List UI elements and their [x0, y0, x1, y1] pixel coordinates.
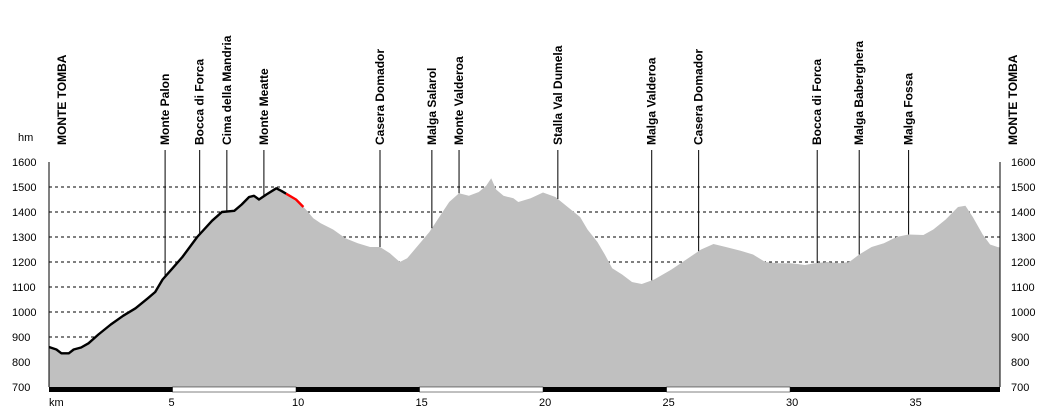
y-tick-label-right: 800	[1011, 357, 1029, 369]
axes: 700 700 800 800 900 900 1000 1000 1100 1100 1200 12…	[12, 157, 1035, 409]
elevation-line	[48, 187, 305, 355]
waypoint-label: MONTE TOMBA	[55, 54, 69, 145]
waypoint-label: Casera Domador	[692, 49, 706, 145]
x-tick-label: 35	[910, 397, 922, 409]
y-tick-label-right: 900	[1011, 332, 1029, 344]
waypoint-label: Stalla Val Dumela	[551, 45, 565, 145]
x-tick-label: 15	[416, 397, 428, 409]
y-tick-label-left: 1500	[12, 182, 36, 194]
y-tick-label-left: 1400	[12, 207, 36, 219]
x-axis-band	[172, 386, 297, 393]
y-tick-label-left: 1200	[12, 257, 36, 269]
y-tick-label-right: 1300	[1011, 232, 1035, 244]
y-tick-label-right: 700	[1011, 382, 1029, 394]
profile-segment-red	[285, 192, 305, 208]
y-axis-unit-left: hm	[18, 132, 33, 144]
x-axis-band	[666, 386, 791, 393]
profile-segment-black	[48, 187, 287, 355]
waypoint-label: Malga Fossa	[902, 73, 916, 145]
y-tick-label-left: 1600	[12, 157, 36, 169]
waypoint-label: Cima della Mandria	[220, 35, 234, 145]
waypoint-label: Monte Meatte	[257, 68, 271, 145]
waypoint-label: Casera Domador	[373, 49, 387, 145]
waypoint-label: Malga Valderoa	[645, 57, 659, 145]
y-tick-label-right: 1200	[1011, 257, 1035, 269]
elevation-area	[49, 178, 1000, 387]
y-tick-label-left: 1100	[12, 282, 36, 294]
y-tick-label-left: 800	[12, 357, 30, 369]
x-tick-label: 20	[539, 397, 551, 409]
waypoint-markers: MONTE TOMBA Monte Palon Bocca di Forca Cima…	[55, 35, 1020, 281]
y-tick-label-right: 1100	[1011, 282, 1035, 294]
x-axis-band	[419, 386, 544, 393]
y-tick-label-left: 1300	[12, 232, 36, 244]
x-tick-label: 30	[786, 397, 798, 409]
waypoint-label: Bocca di Forca	[193, 59, 207, 145]
waypoint-label: Bocca di Forca	[810, 59, 824, 145]
x-axis-unit: km	[49, 397, 64, 409]
y-tick-label-left: 700	[12, 382, 30, 394]
x-tick-label: 25	[663, 397, 675, 409]
waypoint-label: Monte Palon	[158, 74, 172, 145]
waypoint-label: Monte Valderoa	[452, 56, 466, 145]
waypoint-label: Malga Baberghera	[852, 41, 866, 145]
y-tick-label-right: 1400	[1011, 207, 1035, 219]
waypoint-label: Malga Salarol	[425, 68, 439, 145]
y-tick-label-right: 1000	[1011, 307, 1035, 319]
y-tick-label-right: 1600	[1011, 157, 1035, 169]
y-tick-label-left: 1000	[12, 307, 36, 319]
x-tick-label: 5	[169, 397, 175, 409]
waypoint-label: MONTE TOMBA	[1006, 54, 1020, 145]
y-tick-label-left: 900	[12, 332, 30, 344]
x-tick-label: 10	[292, 397, 304, 409]
y-tick-label-right: 1500	[1011, 182, 1035, 194]
